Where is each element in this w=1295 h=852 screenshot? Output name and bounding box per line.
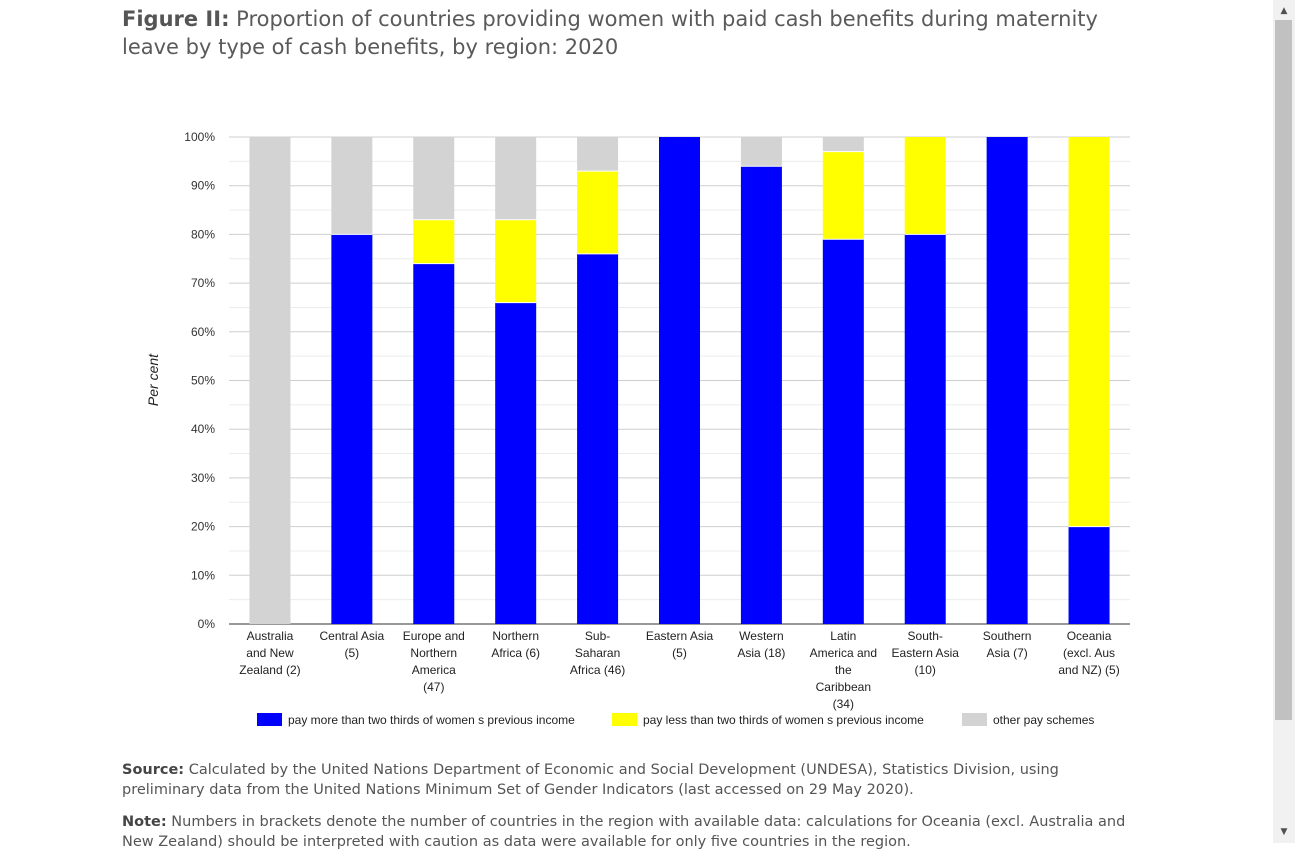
legend-swatch [612,713,637,726]
source-label: Source: [122,762,185,778]
x-tick-label: (47) [423,680,444,694]
x-tick-label: (10) [915,663,936,677]
x-tick-label: (34) [833,697,854,711]
bar-segment [413,137,455,220]
bar-segment [1068,137,1110,527]
bar-segment [249,137,291,624]
y-tick-label: 60% [191,325,215,339]
x-tick-label: Australia [247,629,294,643]
y-tick-label: 20% [191,520,215,534]
x-tick-label: the [835,663,852,677]
bar-segment [413,263,455,624]
bar-segment [331,234,373,624]
y-tick-label: 100% [184,130,215,144]
bar-segment [659,137,700,624]
y-axis-title: Per cent [145,353,161,406]
bar-segment [822,137,864,152]
x-tick-label: and NZ) (5) [1058,663,1119,677]
x-tick-label: Africa (46) [570,663,625,677]
footnote: Note: Numbers in brackets denote the num… [122,812,1132,852]
x-tick-label: South- [908,629,943,643]
y-tick-label: 90% [191,179,215,193]
x-tick-label: Caribbean [816,680,871,694]
x-tick-label: Asia (18) [737,646,785,660]
scroll-thumb[interactable] [1275,20,1292,720]
scroll-down-icon[interactable]: ▼ [1280,827,1288,837]
source-note: Source: Calculated by the United Nations… [122,760,1132,800]
x-tick-label: (5) [345,646,360,660]
x-tick-label: Western [739,629,783,643]
bar-segment [495,302,537,624]
y-tick-label: 80% [191,227,215,241]
x-tick-label: Eastern Asia [646,629,714,643]
x-tick-label: Europe and [403,629,465,643]
x-tick-label: Zealand (2) [239,663,300,677]
bar-segment [413,219,455,264]
legend-label: other pay schemes [993,713,1094,727]
y-tick-label: 30% [191,471,215,485]
y-tick-label: 10% [191,568,215,582]
x-tick-label: America [412,663,456,677]
source-text: Calculated by the United Nations Departm… [122,762,1059,798]
y-tick-label: 0% [198,617,216,631]
bar-segment [577,137,619,172]
x-tick-label: and New [246,646,294,660]
x-tick-label: Oceania [1067,629,1112,643]
x-tick-label: Sub- [585,629,610,643]
bar-segment [577,171,619,254]
stacked-bar-chart: 0% 10% 20% 30% 40% 50% 60% 70% 80% 90% 100% Per cen… [145,130,1130,727]
bar-segment [904,234,946,624]
bar-segment [986,137,1028,624]
figure-title: Figure II: Proportion of countries provi… [122,5,1132,61]
x-tick-label: Eastern Asia [892,646,960,660]
x-tick-label: (excl. Aus [1063,646,1115,660]
vertical-scrollbar[interactable]: ▲ ▼ [1273,0,1295,843]
bar-segment [577,253,619,624]
bar-segment [740,137,782,167]
x-tick-label: Africa (6) [491,646,540,660]
figure-label: Figure II: [122,7,230,31]
legend-swatch [257,713,282,726]
legend-label: pay more than two thirds of women s prev… [288,713,575,727]
y-tick-label: 40% [191,422,215,436]
x-tick-label: Saharan [575,646,620,660]
bar-segment [495,137,537,220]
bar-segment [822,239,864,624]
x-tick-label: Asia (7) [986,646,1027,660]
bar-segment [495,219,537,303]
bar-segment [740,166,782,624]
note-text: Numbers in brackets denote the number of… [122,814,1126,850]
bar-segment [904,137,946,235]
bar-segment [822,151,864,240]
bar-segment [331,137,373,235]
x-tick-label: Latin [830,629,856,643]
y-tick-label: 50% [191,374,215,388]
x-tick-label: Northern [410,646,457,660]
x-tick-label: Southern [983,629,1032,643]
note-label: Note: [122,814,167,830]
scroll-up-icon[interactable]: ▲ [1280,6,1288,16]
legend-label: pay less than two thirds of women s prev… [643,713,924,727]
bar-segment [1068,526,1110,624]
x-tick-label: Northern [492,629,539,643]
y-tick-label: 70% [191,276,215,290]
legend-swatch [962,713,987,726]
figure-title-text: Proportion of countries providing women … [122,7,1098,59]
x-tick-label: Central Asia [320,629,385,643]
x-tick-label: (5) [672,646,687,660]
x-tick-label: America and [810,646,877,660]
